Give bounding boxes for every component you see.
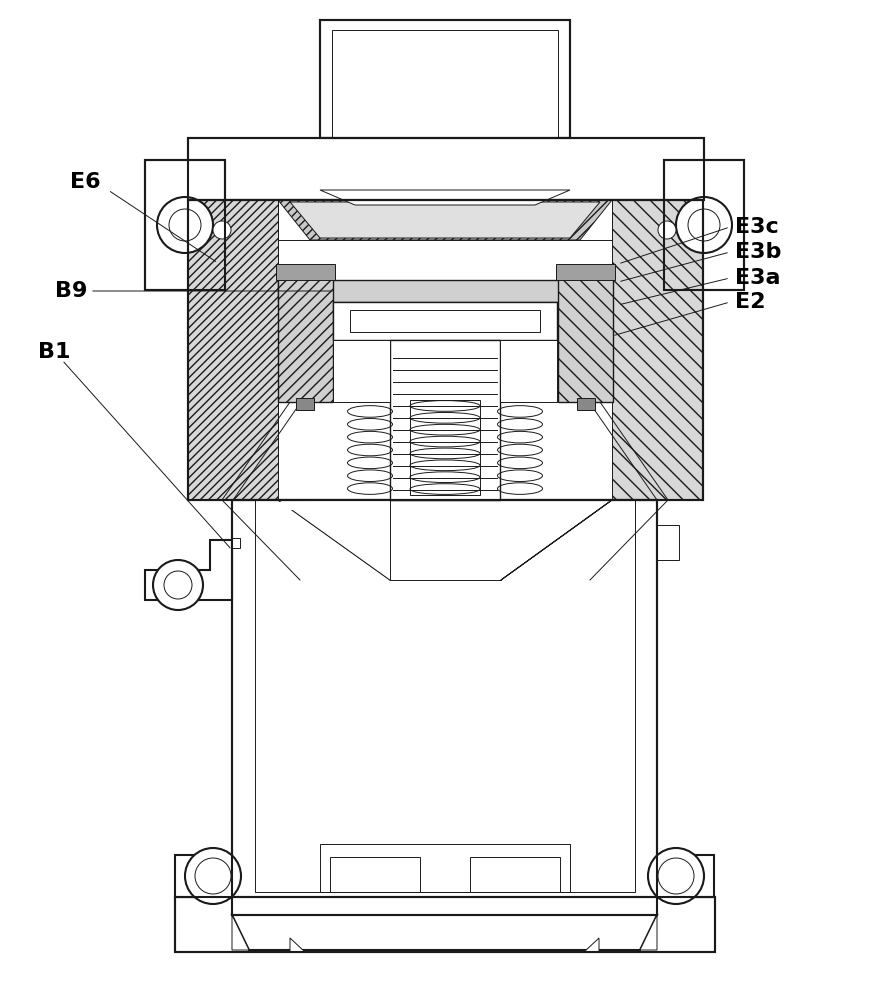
Circle shape (169, 209, 201, 241)
Polygon shape (145, 540, 232, 600)
Circle shape (648, 848, 704, 904)
Bar (145, 160, 225, 290)
Circle shape (195, 858, 231, 894)
Bar (175, 897, 715, 952)
Polygon shape (584, 938, 599, 952)
Bar (232, 500, 657, 915)
Polygon shape (612, 200, 703, 500)
Bar (390, 340, 500, 500)
Bar (330, 857, 420, 892)
Polygon shape (640, 915, 657, 950)
Circle shape (153, 560, 203, 610)
Bar (188, 200, 703, 500)
Polygon shape (320, 190, 570, 205)
Bar (232, 538, 240, 548)
Text: E2: E2 (735, 292, 765, 312)
Bar (255, 500, 635, 892)
Bar (500, 340, 557, 402)
Bar (296, 398, 314, 410)
Circle shape (157, 197, 213, 253)
Text: E3c: E3c (735, 217, 779, 237)
Bar (350, 310, 540, 332)
Polygon shape (657, 855, 714, 897)
Polygon shape (278, 200, 612, 240)
Polygon shape (278, 200, 612, 240)
Bar (556, 264, 615, 280)
Polygon shape (290, 938, 305, 952)
Text: E6: E6 (70, 172, 100, 192)
Bar (320, 844, 570, 892)
Bar (278, 272, 333, 402)
Polygon shape (501, 500, 612, 580)
Polygon shape (278, 500, 390, 580)
Circle shape (688, 209, 720, 241)
Circle shape (213, 221, 231, 239)
Bar (188, 138, 704, 200)
Bar (276, 264, 335, 280)
Bar (333, 340, 390, 402)
Polygon shape (290, 202, 600, 238)
Text: B1: B1 (38, 342, 70, 362)
Bar (278, 280, 612, 302)
Bar (410, 400, 480, 495)
Bar (657, 525, 679, 560)
Bar (577, 398, 595, 410)
Polygon shape (232, 915, 249, 950)
Bar (175, 897, 715, 952)
Bar (470, 857, 560, 892)
Polygon shape (175, 855, 232, 897)
Polygon shape (232, 915, 657, 950)
Bar (232, 500, 657, 915)
Polygon shape (188, 200, 278, 500)
Circle shape (676, 197, 732, 253)
Text: E3a: E3a (735, 268, 781, 288)
Circle shape (164, 571, 192, 599)
Circle shape (658, 221, 676, 239)
Text: E3b: E3b (735, 242, 781, 262)
Text: B9: B9 (55, 281, 87, 301)
Polygon shape (278, 500, 390, 510)
Bar (188, 138, 704, 200)
Bar (320, 20, 570, 138)
Bar (664, 160, 744, 290)
Bar (664, 160, 744, 290)
Bar (333, 302, 557, 340)
Circle shape (658, 858, 694, 894)
Bar (145, 160, 225, 290)
Circle shape (185, 848, 241, 904)
Bar (558, 272, 613, 402)
Bar (320, 20, 570, 138)
Bar (188, 200, 703, 500)
Bar (332, 30, 558, 138)
